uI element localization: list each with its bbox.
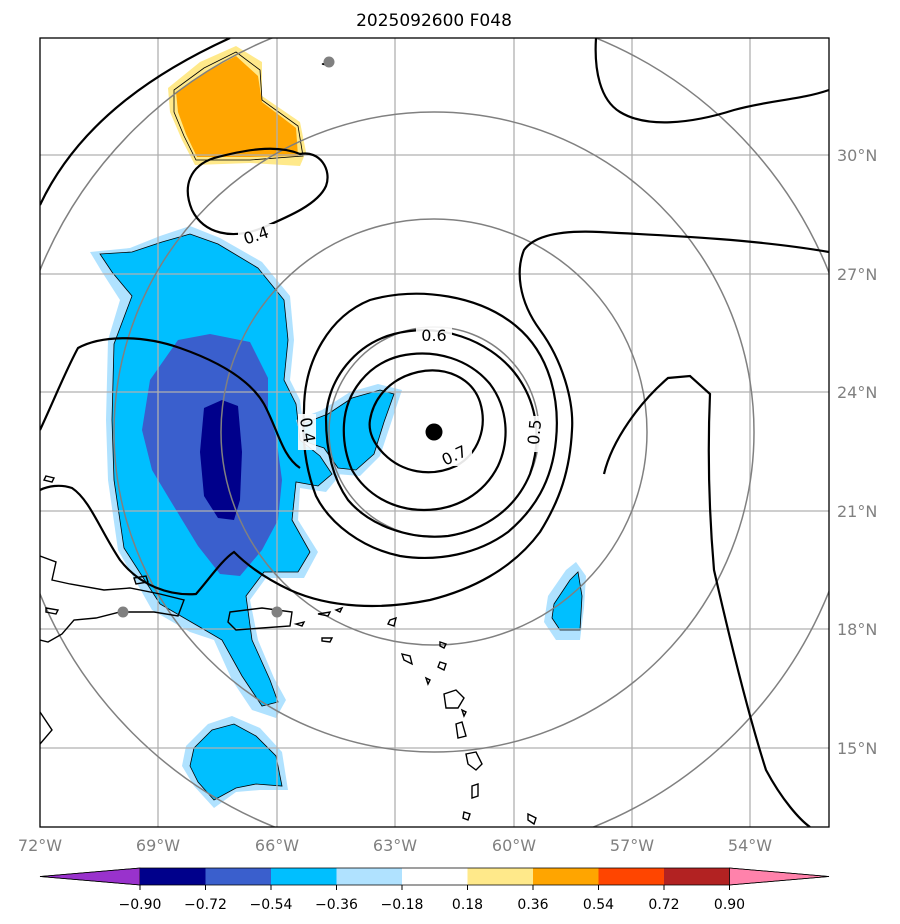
colorbar-tick-label: −0.72	[184, 897, 227, 913]
latitude-labels: 30°N 27°N 24°N 21°N 18°N 15°N	[837, 146, 877, 758]
lon-label: 57°W	[610, 836, 654, 855]
contour-0-4	[302, 292, 558, 559]
colorbar-tick-label: 0.54	[583, 897, 614, 913]
colorbar-bin	[336, 868, 403, 885]
colorbar-bin	[140, 868, 206, 885]
ring-3	[113, 111, 755, 753]
contour-west-arc	[40, 337, 301, 469]
storm-center-marker	[425, 423, 443, 441]
lat-label: 30°N	[837, 146, 877, 165]
contour-label-top: 0.6	[421, 326, 446, 345]
ring-2	[220, 218, 648, 646]
positive-anomaly-core	[176, 56, 298, 157]
colorbar-bin	[271, 868, 337, 885]
lon-label: 69°W	[136, 836, 180, 855]
colorbar-bin	[598, 868, 665, 885]
colorbar-bin	[402, 868, 468, 885]
lon-label: 54°W	[728, 836, 772, 855]
colorbar-bin	[205, 868, 272, 885]
colorbar-tick-label: −0.18	[381, 897, 424, 913]
contour-east-big	[40, 230, 829, 608]
contour-0-5	[324, 329, 538, 538]
colorbar-tick-label: −0.54	[250, 897, 293, 913]
colorbar: −0.90 −0.72 −0.54 −0.36 −0.18 0.18 0.36 0.54 0.7…	[39, 867, 830, 913]
station-markers	[117, 56, 335, 618]
negative-anomaly-south-core	[190, 724, 282, 800]
contour-0-6	[342, 352, 507, 512]
lat-label: 27°N	[837, 265, 877, 284]
longitude-labels: 72°W 69°W 66°W 63°W 60°W 57°W 54°W	[18, 836, 772, 855]
lon-label: 66°W	[255, 836, 299, 855]
lon-label: 72°W	[18, 836, 62, 855]
contour-label-west: 0.4	[296, 416, 319, 444]
santo-domingo-marker	[117, 606, 129, 618]
contour-labels: 0.4 0.4 0.6 0.5 0.7	[238, 223, 545, 469]
colorbar-bin	[467, 868, 534, 885]
negative-anomaly-east-core	[302, 390, 394, 470]
graticule	[40, 38, 829, 827]
colorbar-extend-high	[729, 867, 830, 886]
contour-north-loop	[186, 147, 329, 236]
contour-east-south	[602, 374, 811, 827]
lat-label: 18°N	[837, 620, 877, 639]
contour-lines	[40, 38, 829, 827]
colorbar-extend-low	[39, 867, 141, 886]
colorbar-tick-label: 0.18	[452, 897, 483, 913]
contour-0-7	[368, 369, 484, 474]
hispaniola-coast	[40, 555, 185, 643]
colorbar-bin	[664, 868, 730, 885]
negative-anomaly-patch-core	[552, 572, 582, 630]
negative-anomaly-extreme	[200, 400, 242, 520]
lon-label: 63°W	[373, 836, 417, 855]
contour-outer-arc	[40, 38, 231, 206]
lat-label: 15°N	[837, 739, 877, 758]
lat-label: 24°N	[837, 383, 877, 402]
coastlines	[40, 61, 537, 826]
map-frame	[39, 37, 830, 828]
colorbar-tick-label: 0.72	[648, 897, 679, 913]
colorbar-tick-label: −0.90	[119, 897, 162, 913]
colorbar-tick-label: 0.90	[714, 897, 745, 913]
colorbar-tick-label: 0.36	[517, 897, 548, 913]
colorbar-bin	[533, 868, 599, 885]
san-juan-marker	[271, 606, 283, 618]
map-title: 2025092600 F048	[356, 11, 512, 31]
lon-label: 60°W	[492, 836, 536, 855]
contour-northeast	[594, 38, 829, 124]
puerto-rico-coast	[227, 607, 293, 631]
lat-label: 21°N	[837, 502, 877, 521]
bermuda-marker	[323, 56, 335, 68]
colorbar-tick-label: −0.36	[315, 897, 358, 913]
contour-label-east: 0.5	[524, 419, 545, 446]
